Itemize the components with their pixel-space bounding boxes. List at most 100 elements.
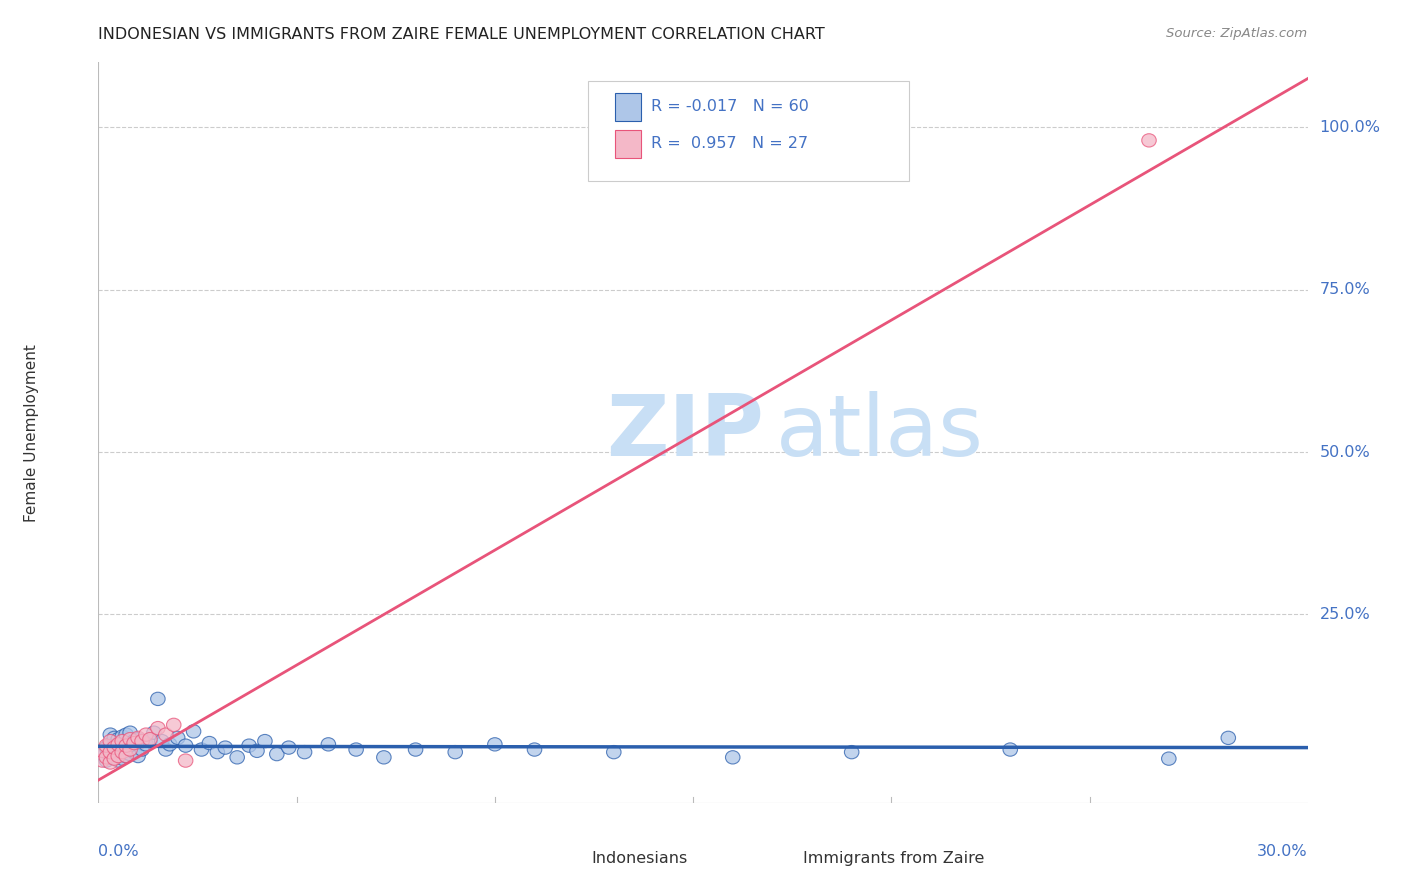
Text: 0.0%: 0.0% [98, 844, 139, 858]
Ellipse shape [103, 751, 118, 764]
Ellipse shape [179, 739, 193, 752]
Ellipse shape [103, 746, 118, 759]
Text: R =  0.957   N = 27: R = 0.957 N = 27 [651, 136, 808, 152]
Ellipse shape [103, 738, 118, 751]
Ellipse shape [135, 734, 149, 747]
Ellipse shape [231, 751, 245, 764]
Ellipse shape [257, 734, 273, 747]
Ellipse shape [155, 734, 169, 747]
FancyBboxPatch shape [614, 93, 641, 121]
Ellipse shape [122, 732, 138, 746]
FancyBboxPatch shape [614, 130, 641, 158]
Ellipse shape [187, 724, 201, 738]
Ellipse shape [1142, 134, 1156, 147]
Ellipse shape [349, 743, 363, 756]
Text: INDONESIAN VS IMMIGRANTS FROM ZAIRE FEMALE UNEMPLOYMENT CORRELATION CHART: INDONESIAN VS IMMIGRANTS FROM ZAIRE FEMA… [98, 27, 825, 42]
FancyBboxPatch shape [588, 81, 908, 181]
Text: Immigrants from Zaire: Immigrants from Zaire [803, 851, 984, 866]
Ellipse shape [242, 739, 256, 752]
Ellipse shape [115, 741, 129, 755]
Ellipse shape [122, 747, 138, 761]
Ellipse shape [606, 746, 621, 759]
Ellipse shape [103, 756, 118, 769]
Ellipse shape [163, 738, 177, 751]
Ellipse shape [127, 746, 142, 759]
Ellipse shape [142, 732, 157, 746]
Text: Indonesians: Indonesians [592, 851, 688, 866]
Ellipse shape [120, 749, 134, 763]
FancyBboxPatch shape [769, 849, 796, 871]
Ellipse shape [127, 737, 142, 749]
Text: R = -0.017   N = 60: R = -0.017 N = 60 [651, 99, 808, 114]
Ellipse shape [135, 743, 149, 756]
Ellipse shape [98, 739, 114, 752]
Text: 100.0%: 100.0% [1319, 120, 1381, 135]
Ellipse shape [281, 741, 297, 755]
Ellipse shape [159, 743, 173, 756]
Ellipse shape [159, 728, 173, 741]
Ellipse shape [131, 731, 145, 745]
Ellipse shape [107, 752, 121, 765]
Ellipse shape [96, 744, 110, 757]
Ellipse shape [115, 752, 129, 765]
Ellipse shape [150, 692, 165, 706]
Ellipse shape [146, 726, 162, 739]
Ellipse shape [115, 730, 129, 743]
Ellipse shape [725, 751, 740, 764]
Ellipse shape [120, 749, 134, 763]
Ellipse shape [127, 734, 142, 747]
Ellipse shape [209, 746, 225, 759]
Text: 50.0%: 50.0% [1319, 444, 1371, 459]
Text: 75.0%: 75.0% [1319, 282, 1371, 297]
Ellipse shape [170, 731, 186, 745]
Ellipse shape [139, 738, 153, 751]
Ellipse shape [202, 737, 217, 749]
Ellipse shape [107, 751, 121, 764]
Ellipse shape [321, 738, 336, 751]
Text: Female Unemployment: Female Unemployment [24, 343, 39, 522]
Ellipse shape [270, 747, 284, 761]
Ellipse shape [115, 734, 129, 747]
Ellipse shape [122, 726, 138, 739]
Ellipse shape [111, 749, 125, 763]
Ellipse shape [142, 734, 157, 747]
Ellipse shape [96, 754, 110, 767]
Ellipse shape [408, 743, 423, 756]
Ellipse shape [131, 749, 145, 763]
Ellipse shape [107, 739, 121, 752]
Ellipse shape [297, 746, 312, 759]
Ellipse shape [103, 728, 118, 741]
Ellipse shape [103, 734, 118, 747]
Ellipse shape [122, 743, 138, 756]
Text: Source: ZipAtlas.com: Source: ZipAtlas.com [1167, 27, 1308, 40]
Text: 25.0%: 25.0% [1319, 607, 1371, 622]
Ellipse shape [111, 743, 125, 756]
Ellipse shape [120, 728, 134, 741]
Ellipse shape [377, 751, 391, 764]
Text: atlas: atlas [776, 391, 984, 475]
Ellipse shape [150, 722, 165, 735]
Ellipse shape [120, 739, 134, 752]
Ellipse shape [449, 746, 463, 759]
Ellipse shape [488, 738, 502, 751]
Ellipse shape [107, 731, 121, 745]
Ellipse shape [98, 754, 114, 767]
Ellipse shape [122, 737, 138, 749]
Text: 30.0%: 30.0% [1257, 844, 1308, 858]
Ellipse shape [115, 746, 129, 759]
Ellipse shape [96, 747, 110, 761]
Ellipse shape [179, 754, 193, 767]
FancyBboxPatch shape [558, 849, 585, 871]
Ellipse shape [527, 743, 541, 756]
Ellipse shape [194, 743, 208, 756]
Ellipse shape [111, 754, 125, 767]
Ellipse shape [139, 728, 153, 741]
Ellipse shape [98, 741, 114, 755]
Ellipse shape [166, 718, 181, 731]
Ellipse shape [111, 732, 125, 746]
Ellipse shape [845, 746, 859, 759]
Ellipse shape [1220, 731, 1236, 745]
Ellipse shape [98, 751, 114, 764]
Text: ZIP: ZIP [606, 391, 763, 475]
Ellipse shape [218, 741, 232, 755]
